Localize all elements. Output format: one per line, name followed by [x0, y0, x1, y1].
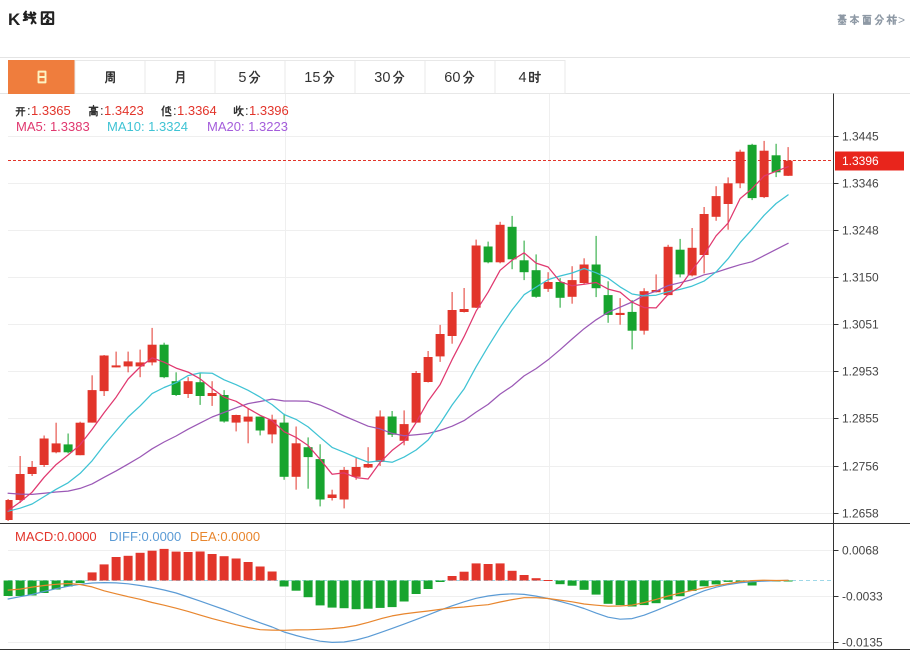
svg-text:5: 5 — [238, 70, 246, 86]
svg-text:MA5: 1.3383: MA5: 1.3383 — [16, 119, 90, 134]
svg-text:60: 60 — [444, 70, 460, 86]
svg-text:>: > — [898, 13, 905, 27]
svg-text:-0.0135: -0.0135 — [842, 636, 883, 650]
svg-text:-0.0033: -0.0033 — [842, 590, 883, 604]
svg-text:1.2953: 1.2953 — [842, 365, 879, 379]
svg-text:1.2658: 1.2658 — [842, 507, 879, 521]
svg-text:1.3248: 1.3248 — [842, 224, 879, 238]
svg-text:30: 30 — [374, 70, 390, 86]
svg-text:DEA:0.0000: DEA:0.0000 — [190, 529, 260, 544]
svg-text:4: 4 — [519, 70, 527, 86]
svg-text:1.2756: 1.2756 — [842, 460, 879, 474]
svg-text:1.3396: 1.3396 — [249, 103, 289, 118]
svg-text:1.3445: 1.3445 — [842, 130, 879, 144]
svg-text:1.3396: 1.3396 — [842, 154, 879, 168]
svg-text:0.0068: 0.0068 — [842, 544, 879, 558]
svg-text:MA10: 1.3324: MA10: 1.3324 — [107, 119, 188, 134]
svg-text:1.3364: 1.3364 — [177, 103, 217, 118]
svg-text::: : — [27, 103, 31, 118]
svg-text:1.3150: 1.3150 — [842, 271, 879, 285]
svg-text:1.3423: 1.3423 — [104, 103, 144, 118]
svg-text:15: 15 — [304, 70, 320, 86]
svg-text::: : — [245, 103, 249, 118]
svg-text:MACD:0.0000: MACD:0.0000 — [15, 529, 97, 544]
svg-text:1.2855: 1.2855 — [842, 412, 879, 426]
svg-text:DIFF:0.0000: DIFF:0.0000 — [109, 529, 181, 544]
svg-text::: : — [173, 103, 177, 118]
svg-text:1.3346: 1.3346 — [842, 177, 879, 191]
svg-text:MA20: 1.3223: MA20: 1.3223 — [207, 119, 288, 134]
svg-text:1.3365: 1.3365 — [31, 103, 71, 118]
svg-text:1.3051: 1.3051 — [842, 318, 879, 332]
svg-text::: : — [100, 103, 104, 118]
svg-text:K: K — [8, 10, 21, 29]
